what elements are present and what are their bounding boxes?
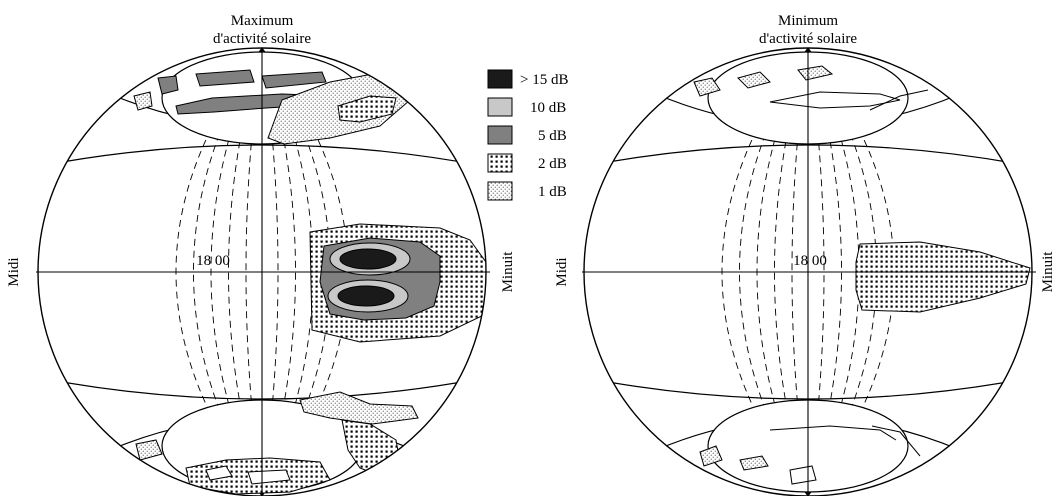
center-label-maximum: 18 00: [196, 253, 230, 269]
legend: > 15 dB 10 dB 5 dB 2 dB 1 dB: [487, 69, 568, 201]
panel-minimum: Minimum d'activité solaire 18 00 Midi Mi…: [554, 13, 1056, 496]
midi-label-maximum: Midi: [6, 257, 22, 286]
legend-label: > 15 dB: [520, 72, 568, 88]
patches-south-minimum: [699, 425, 921, 485]
center-label-minimum: 18 00: [793, 253, 827, 269]
legend-item: 1 dB: [487, 181, 567, 201]
patches-center-minimum: [855, 241, 1031, 313]
legend-label: 1 dB: [538, 184, 567, 200]
minuit-label-maximum: Minuit: [500, 251, 516, 293]
grid-minimum: [584, 48, 1032, 496]
legend-item: 5 dB: [487, 125, 567, 145]
patches-north-maximum: [133, 69, 411, 145]
grid-maximum: [38, 48, 486, 496]
patches-north-minimum: [693, 65, 929, 111]
legend-label: 10 dB: [530, 100, 566, 116]
title-minimum-line2: d'activité solaire: [759, 31, 857, 47]
midi-label-minimum: Midi: [554, 257, 570, 286]
minuit-label-minimum: Minuit: [1040, 251, 1056, 293]
legend-item: 10 dB: [487, 97, 566, 117]
panel-maximum: Maximum d'activité solaire 18 00 Midi Mi…: [6, 13, 516, 496]
legend-item: > 15 dB: [487, 69, 568, 89]
patches-center-maximum: [309, 223, 486, 343]
title-maximum-line1: Maximum: [231, 13, 294, 29]
title-maximum-line2: d'activité solaire: [213, 31, 311, 47]
legend-label: 2 dB: [538, 156, 567, 172]
legend-label: 5 dB: [538, 128, 567, 144]
patches-south-maximum: [135, 391, 419, 495]
legend-item: 2 dB: [487, 153, 567, 173]
title-minimum-line1: Minimum: [778, 13, 838, 29]
